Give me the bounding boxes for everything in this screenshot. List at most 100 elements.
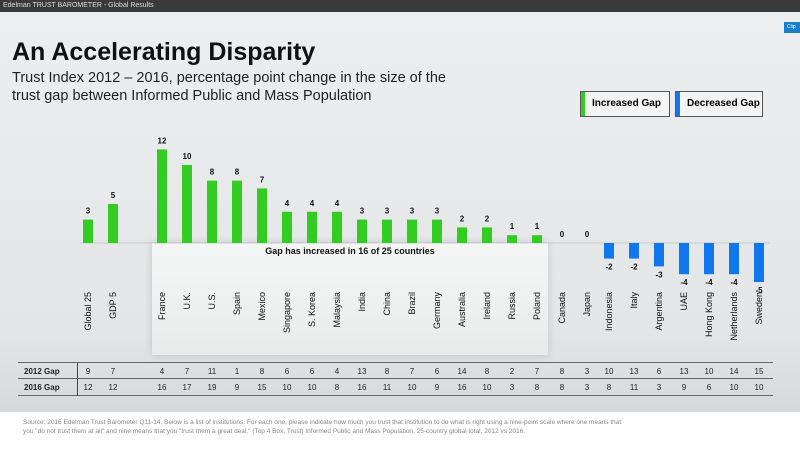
data-label: 3 bbox=[410, 207, 415, 216]
data-label: -3 bbox=[655, 270, 663, 279]
table-cell: 14 bbox=[729, 367, 739, 376]
legend-label: Increased Gap bbox=[592, 98, 661, 109]
source-note: Source: 2016 Edelman Trust Barometer Q11… bbox=[23, 419, 622, 435]
table-cell: 9 bbox=[434, 383, 440, 392]
data-label: 5 bbox=[111, 191, 116, 200]
category-label: S. Korea bbox=[307, 292, 317, 327]
data-label: 4 bbox=[285, 199, 290, 208]
table-cell: 8 bbox=[384, 367, 390, 376]
bar bbox=[307, 211, 317, 243]
table-cell: 13 bbox=[679, 367, 689, 376]
table-cell: 6 bbox=[656, 367, 662, 376]
table-cell: 10 bbox=[482, 383, 492, 392]
category-label: U.K. bbox=[182, 292, 192, 310]
bar bbox=[754, 243, 764, 282]
category-label: Japan bbox=[582, 292, 592, 317]
window-title: Edelman TRUST BAROMETER - Global Results bbox=[3, 2, 154, 9]
category-label: Global 25 bbox=[83, 292, 93, 331]
category-label: India bbox=[357, 292, 367, 312]
table-cell: 3 bbox=[509, 383, 515, 392]
table-cell: 10 bbox=[754, 383, 764, 392]
table-cell: 7 bbox=[409, 367, 415, 376]
category-label: GDP 5 bbox=[108, 292, 118, 319]
category-label: Spain bbox=[232, 292, 242, 315]
table-cell: 11 bbox=[382, 383, 392, 392]
data-label: 2 bbox=[460, 214, 465, 223]
category-label: Ireland bbox=[482, 292, 492, 320]
table-cell: 10 bbox=[729, 383, 739, 392]
clip-button[interactable]: Clip bbox=[784, 22, 800, 33]
data-label: -4 bbox=[730, 278, 738, 287]
bar bbox=[182, 165, 192, 243]
table-cell: 6 bbox=[706, 383, 712, 392]
data-label: -5 bbox=[755, 286, 763, 295]
table-cell: 8 bbox=[559, 367, 565, 376]
table-cell: 10 bbox=[407, 383, 417, 392]
table-cell: 12 bbox=[83, 383, 93, 392]
table-cell: 9 bbox=[234, 383, 240, 392]
data-label: 2 bbox=[485, 214, 490, 223]
table-cell: 15 bbox=[257, 383, 267, 392]
data-label: 7 bbox=[260, 175, 265, 184]
category-label: Argentina bbox=[654, 292, 664, 331]
table-cell: 8 bbox=[559, 383, 565, 392]
table-cell: 7 bbox=[534, 367, 540, 376]
bar bbox=[482, 227, 492, 243]
table-cell: 7 bbox=[110, 367, 116, 376]
category-label: Hong Kong bbox=[704, 292, 714, 337]
table-cell: 7 bbox=[184, 367, 190, 376]
data-label: -4 bbox=[680, 278, 688, 287]
category-label: China bbox=[382, 292, 392, 316]
table-cell: 6 bbox=[434, 367, 440, 376]
table-cell: 10 bbox=[704, 367, 714, 376]
table-cell: 11 bbox=[207, 367, 217, 376]
bar bbox=[654, 243, 664, 267]
bar bbox=[604, 243, 614, 259]
table-cell: 9 bbox=[681, 383, 687, 392]
table-cell: 8 bbox=[606, 383, 612, 392]
row-label: 2012 Gap bbox=[24, 363, 78, 380]
data-label: 12 bbox=[158, 136, 167, 145]
category-label: Germany bbox=[432, 292, 442, 330]
category-label: Mexico bbox=[257, 292, 267, 321]
table-cell: 13 bbox=[629, 367, 639, 376]
bar bbox=[257, 188, 267, 243]
category-label: Brazil bbox=[407, 292, 417, 315]
table-cell: 15 bbox=[754, 367, 764, 376]
data-label: -4 bbox=[705, 278, 713, 287]
bar bbox=[507, 235, 517, 243]
bar bbox=[108, 204, 118, 243]
category-label: UAE bbox=[679, 292, 689, 311]
bar bbox=[629, 243, 639, 259]
data-label: 1 bbox=[535, 222, 540, 231]
data-label: 3 bbox=[360, 207, 365, 216]
bar bbox=[332, 211, 342, 243]
category-label: U.S. bbox=[207, 292, 217, 310]
table-cell: 3 bbox=[656, 383, 662, 392]
bar bbox=[282, 211, 292, 243]
table-cell: 4 bbox=[159, 367, 165, 376]
chart-title: An Accelerating Disparity bbox=[12, 38, 316, 66]
table-cell: 1 bbox=[234, 367, 240, 376]
table-row: 2012 Gap 9 7 4 7 11 1 8 6 6 4 13 8 7 6 14 8 2 7 8 3 10 13 6 13 10… bbox=[18, 362, 773, 380]
table-cell: 6 bbox=[309, 367, 315, 376]
table-cell: 8 bbox=[484, 367, 490, 376]
data-label: 8 bbox=[210, 168, 215, 177]
table-row: 2016 Gap 12 12 16 17 19 9 15 10 10 8 16 11 10 9 16 10 3 8 8… bbox=[18, 379, 773, 396]
bar bbox=[729, 243, 739, 275]
category-label: Australia bbox=[457, 292, 467, 327]
table-cell: 8 bbox=[259, 367, 265, 376]
table-cell: 3 bbox=[584, 383, 590, 392]
table-cell: 10 bbox=[604, 367, 614, 376]
category-label: Indonesia bbox=[604, 292, 614, 331]
annotation: Gap has increased in 16 of 25 countries bbox=[265, 246, 435, 256]
bar bbox=[679, 243, 689, 275]
table-cell: 9 bbox=[85, 367, 91, 376]
bar bbox=[357, 219, 367, 243]
bar bbox=[382, 219, 392, 243]
window-title-bar: Edelman TRUST BAROMETER - Global Results bbox=[0, 0, 800, 12]
table-cell: 8 bbox=[534, 383, 540, 392]
table-cell: 16 bbox=[357, 383, 367, 392]
row-label: 2016 Gap bbox=[24, 379, 78, 396]
